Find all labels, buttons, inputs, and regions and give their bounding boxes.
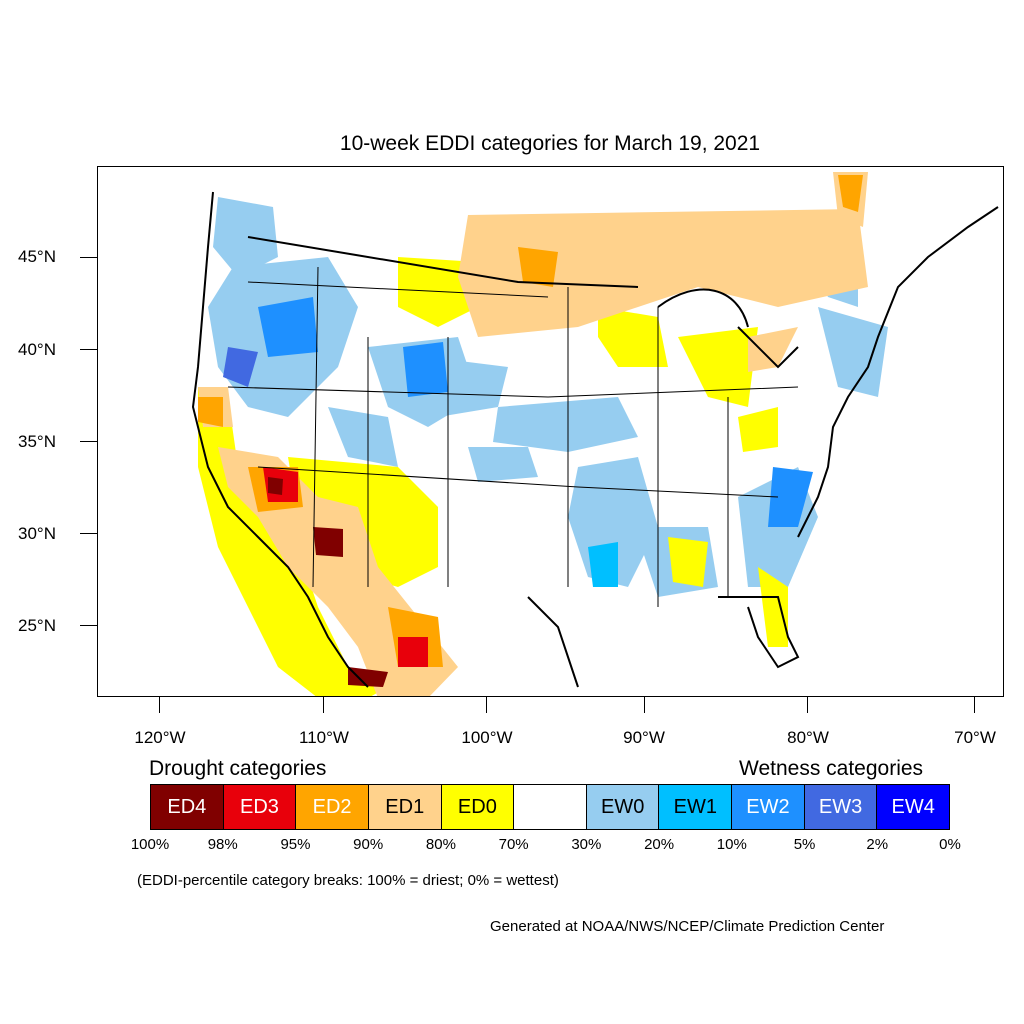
- legend-box-ed4: ED4: [151, 785, 224, 829]
- legend-box-ed3: ED3: [223, 785, 297, 829]
- percentile-label: 0%: [939, 836, 961, 853]
- lon-tick: [486, 697, 487, 713]
- eddi-map: [97, 166, 1004, 697]
- percentile-label: 10%: [716, 836, 747, 853]
- lat-label-40: 40°N: [18, 340, 56, 359]
- lat-tick: [80, 349, 97, 350]
- lon-tick: [323, 697, 324, 713]
- state-borders: [227, 266, 799, 607]
- legend-box-neutral: [514, 785, 587, 829]
- lat-tick: [80, 533, 97, 534]
- legend-box-ew4: EW4: [877, 785, 950, 829]
- lat-tick: [80, 257, 97, 258]
- drought-categories-title: Drought categories: [149, 757, 327, 780]
- lon-label-120: 120°W: [134, 728, 186, 747]
- lat-label-30: 30°N: [18, 524, 56, 543]
- percentile-label: 30%: [571, 836, 602, 853]
- lon-tick: [159, 697, 160, 713]
- coastline: [191, 191, 999, 688]
- legend-box-ew0: EW0: [586, 785, 660, 829]
- percentile-label: 98%: [207, 836, 238, 853]
- percentile-label: 95%: [280, 836, 311, 853]
- lon-tick: [974, 697, 975, 713]
- map-title: 10-week EDDI categories for March 19, 20…: [339, 132, 761, 155]
- category-note: (EDDI-percentile category breaks: 100% =…: [137, 872, 559, 889]
- legend-box-ed2: ED2: [296, 785, 369, 829]
- legend-box-ed1: ED1: [368, 785, 442, 829]
- percentile-label: 70%: [498, 836, 529, 853]
- legend-box-ed0: ED0: [441, 785, 515, 829]
- lat-label-25: 25°N: [18, 616, 56, 635]
- lat-label-35: 35°N: [18, 432, 56, 451]
- lat-label-45: 45°N: [18, 247, 56, 266]
- lon-label-70: 70°W: [954, 728, 996, 747]
- percentile-label: 100%: [130, 836, 170, 853]
- percentile-label: 5%: [793, 836, 816, 853]
- lon-label-100: 100°W: [461, 728, 513, 747]
- wetness-categories-title: Wetness categories: [739, 757, 924, 780]
- lon-label-80: 80°W: [787, 728, 829, 747]
- percentile-label: 2%: [866, 836, 889, 853]
- percentile-label: 90%: [353, 836, 384, 853]
- ed-high-regions: [263, 467, 428, 687]
- legend-box-ew3: EW3: [804, 785, 878, 829]
- lon-label-110: 110°W: [299, 728, 349, 747]
- percentile-label: 20%: [644, 836, 675, 853]
- ew-high-regions: [223, 297, 813, 587]
- lon-tick: [644, 697, 645, 713]
- lat-tick: [80, 625, 97, 626]
- lon-tick: [807, 697, 808, 713]
- legend-box-ew1: EW1: [659, 785, 733, 829]
- percentile-label: 80%: [425, 836, 456, 853]
- lat-tick: [80, 441, 97, 442]
- legend-box-ew2: EW2: [732, 785, 805, 829]
- map-canvas: [191, 172, 999, 696]
- legend-colorbar: ED4 ED3 ED2 ED1 ED0 EW0 EW1 EW2 EW3 EW4: [150, 784, 950, 830]
- credit-line: Generated at NOAA/NWS/NCEP/Climate Predi…: [490, 918, 885, 935]
- lon-label-90: 90°W: [623, 728, 665, 747]
